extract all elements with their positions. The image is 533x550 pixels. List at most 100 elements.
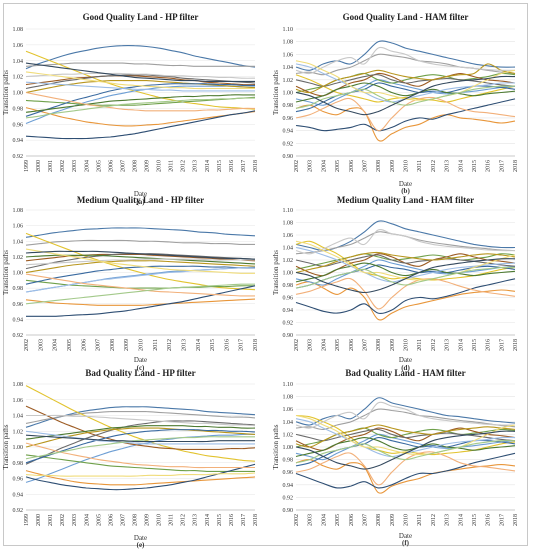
series-line-7 — [295, 278, 516, 314]
x-tick-label: 2007 — [96, 339, 102, 351]
series-line-4 — [25, 385, 256, 462]
series-line-12 — [25, 425, 256, 440]
y-tick-label: 1.08 — [283, 395, 294, 401]
series-line-6 — [25, 279, 256, 289]
series-line-2 — [295, 281, 516, 321]
x-tick-label: 2017 — [241, 514, 247, 526]
series-line-5 — [25, 433, 256, 483]
y-tick-label: 1.00 — [283, 91, 294, 97]
series-line-14 — [25, 442, 255, 469]
x-tick-label: 2002 — [294, 514, 300, 526]
series-line-15 — [295, 401, 516, 429]
series-line-18 — [25, 250, 256, 260]
x-tick-label: 2006 — [81, 339, 87, 351]
y-tick-label: 1.08 — [13, 27, 24, 33]
series-line-14 — [25, 273, 256, 297]
y-tick-label: 1.10 — [283, 382, 294, 388]
series-line-6 — [25, 96, 256, 106]
series-line-1 — [295, 40, 516, 71]
series-line-2 — [25, 298, 256, 306]
x-tick-label: 2009 — [145, 160, 151, 172]
x-tick-label: 2015 — [210, 339, 216, 351]
y-tick-label: 1.02 — [283, 432, 294, 438]
y-tick-label: 1.02 — [13, 255, 24, 261]
x-tick-label: 2011 — [417, 339, 423, 351]
y-tick-label: 0.92 — [13, 333, 24, 339]
series-line-17 — [25, 283, 256, 305]
x-axis-label: Date — [134, 534, 147, 542]
series-line-5 — [25, 85, 256, 125]
x-tick-label: 2000 — [36, 160, 42, 172]
series-line-15 — [25, 258, 255, 266]
y-tick-label: 0.92 — [283, 495, 294, 501]
x-tick-label: 2008 — [376, 514, 382, 526]
y-tick-label: 1.06 — [13, 43, 24, 49]
chart-panel-a: Good Quality Land - HP filter 0.92 0.94 0.9… — [2, 12, 259, 206]
series-line-2 — [25, 470, 256, 486]
y-tick-label: 0.90 — [283, 154, 294, 160]
y-tick-label: 1.10 — [283, 208, 294, 214]
series-line-2 — [295, 104, 516, 142]
series-line-11 — [25, 429, 256, 464]
series-line-2 — [295, 459, 516, 494]
x-tick-label: 2012 — [181, 160, 187, 172]
x-tick-label: 2016 — [486, 339, 492, 351]
x-tick-label: 2015 — [472, 160, 478, 172]
y-axis-label: Transition paths — [2, 424, 10, 469]
series-line-1 — [25, 45, 256, 70]
x-tick-label: 2007 — [120, 160, 126, 172]
x-tick-label: 2012 — [167, 339, 173, 351]
x-tick-label: 2018 — [253, 514, 259, 526]
series-line-1 — [25, 227, 256, 238]
y-tick-label: 0.98 — [13, 461, 24, 467]
y-tick-label: 0.94 — [13, 138, 24, 144]
x-tick-label: 2009 — [390, 514, 396, 526]
y-tick-label: 0.98 — [13, 286, 24, 292]
x-tick-label: 2005 — [335, 160, 341, 172]
series-line-4 — [25, 50, 256, 110]
y-tick-label: 0.98 — [283, 103, 294, 109]
x-tick-label: 2007 — [362, 160, 368, 172]
x-tick-label: 2009 — [124, 339, 130, 351]
series-line-11 — [25, 265, 256, 285]
x-tick-label: 2002 — [294, 160, 300, 172]
x-axis-label: Date — [134, 190, 147, 198]
x-tick-label: 2002 — [60, 160, 66, 172]
x-tick-label: 2003 — [308, 514, 314, 526]
chart-title: Bad Quality Land - HAM filter — [345, 368, 465, 378]
series-line-16 — [25, 248, 256, 274]
y-tick-label: 1.06 — [283, 52, 294, 58]
x-tick-label: 1999 — [24, 160, 30, 172]
x-tick-label: 2009 — [390, 339, 396, 351]
series-line-9 — [25, 74, 256, 90]
series-line-4 — [25, 232, 256, 291]
x-tick-label: 2002 — [24, 339, 30, 351]
x-tick-label: 2006 — [349, 160, 355, 172]
x-tick-label: 2016 — [229, 160, 235, 172]
x-tick-label: 2010 — [157, 160, 163, 172]
x-tick-label: 2018 — [513, 514, 519, 526]
y-tick-label: 0.94 — [283, 483, 294, 489]
x-tick-label: 2008 — [376, 160, 382, 172]
x-axis-label: Date — [399, 532, 412, 540]
x-tick-label: 2013 — [193, 160, 199, 172]
x-tick-label: 2013 — [181, 339, 187, 351]
y-tick-label: 1.02 — [283, 78, 294, 84]
x-tick-label: 2005 — [96, 160, 102, 172]
x-tick-label: 2015 — [217, 514, 223, 526]
x-tick-label: 2003 — [38, 339, 44, 351]
y-tick-label: 1.04 — [283, 246, 294, 252]
x-tick-label: 2004 — [84, 514, 90, 526]
chart-panel-f: Bad Quality Land - HAM filter 0.90 0.92 0.9… — [272, 368, 519, 547]
x-tick-label: 2008 — [132, 514, 138, 526]
y-tick-label: 1.06 — [13, 398, 24, 404]
y-tick-label: 1.00 — [283, 445, 294, 451]
y-tick-label: 0.94 — [283, 129, 294, 135]
series-line-18 — [25, 62, 255, 82]
panel-label: (a) — [136, 198, 145, 206]
x-tick-label: 2007 — [362, 514, 368, 526]
series-line-18 — [295, 258, 516, 294]
x-tick-label: 2004 — [321, 339, 327, 351]
y-tick-label: 0.96 — [283, 296, 294, 302]
